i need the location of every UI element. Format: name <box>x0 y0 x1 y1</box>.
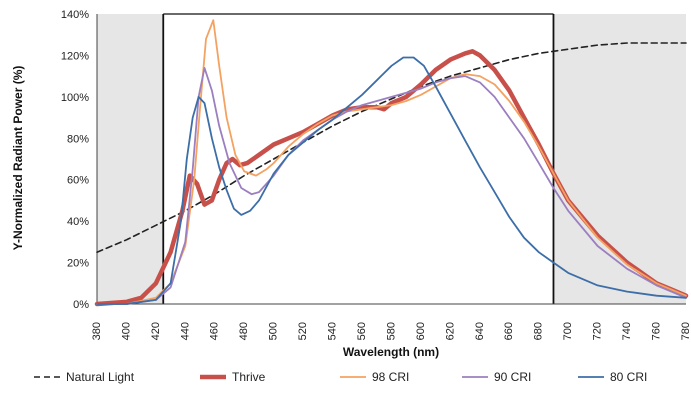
legend-label: 80 CRI <box>610 370 647 384</box>
tick-labels: 380 400 420 440 460 480 500 520 540 560 580 600 620 6… <box>61 9 691 340</box>
x-tick-label: 620 <box>444 322 456 340</box>
x-tick-label: 740 <box>621 322 633 340</box>
y-tick-label: 80% <box>67 133 89 145</box>
shaded-regions <box>97 14 686 304</box>
x-tick-label: 400 <box>120 322 132 340</box>
series-line-natural-light <box>96 42 687 253</box>
legend-label: Thrive <box>232 370 266 384</box>
x-axis-title: Wavelength (nm) <box>343 345 439 359</box>
series-lines <box>94 19 689 307</box>
x-tick-label: 720 <box>592 322 604 340</box>
x-tick-label: 480 <box>238 322 250 340</box>
y-tick-label: 40% <box>67 216 89 228</box>
y-tick-label: 20% <box>67 258 89 270</box>
y-tick-label: 100% <box>61 92 89 104</box>
legend-label: 98 CRI <box>372 370 409 384</box>
y-tick-label: 140% <box>61 9 89 21</box>
boundary-lines <box>162 14 555 304</box>
x-tick-label: 420 <box>150 322 162 340</box>
x-tick-label: 780 <box>680 322 691 340</box>
x-tick-label: 500 <box>268 322 280 340</box>
x-tick-label: 700 <box>562 322 574 340</box>
y-tick-label: 120% <box>61 50 89 62</box>
x-tick-label: 440 <box>179 322 191 340</box>
x-tick-label: 640 <box>474 322 486 340</box>
x-tick-label: 520 <box>297 322 309 340</box>
x-tick-label: 580 <box>385 322 397 340</box>
x-tick-label: 460 <box>209 322 221 340</box>
series-line-90-cri <box>96 67 687 305</box>
x-tick-label: 540 <box>327 322 339 340</box>
series-line-80-cri <box>96 56 687 305</box>
x-tick-label: 760 <box>650 322 662 340</box>
x-tick-label: 600 <box>415 322 427 340</box>
y-axis-title: Y-Normalized Radiant Power (%) <box>11 66 25 251</box>
shaded-region-1 <box>553 14 686 304</box>
x-tick-label: 380 <box>91 322 103 340</box>
legend: Natural Light Thrive 98 CRI 90 CRI 80 CRI <box>34 370 647 384</box>
legend-label: 90 CRI <box>494 370 531 384</box>
y-tick-label: 60% <box>67 175 89 187</box>
x-tick-label: 660 <box>503 322 515 340</box>
x-tick-label: 560 <box>356 322 368 340</box>
y-tick-label: 0% <box>73 299 89 311</box>
x-tick-label: 680 <box>533 322 545 340</box>
shaded-region-0 <box>97 14 164 304</box>
axes <box>96 13 686 305</box>
legend-label: Natural Light <box>66 370 135 384</box>
